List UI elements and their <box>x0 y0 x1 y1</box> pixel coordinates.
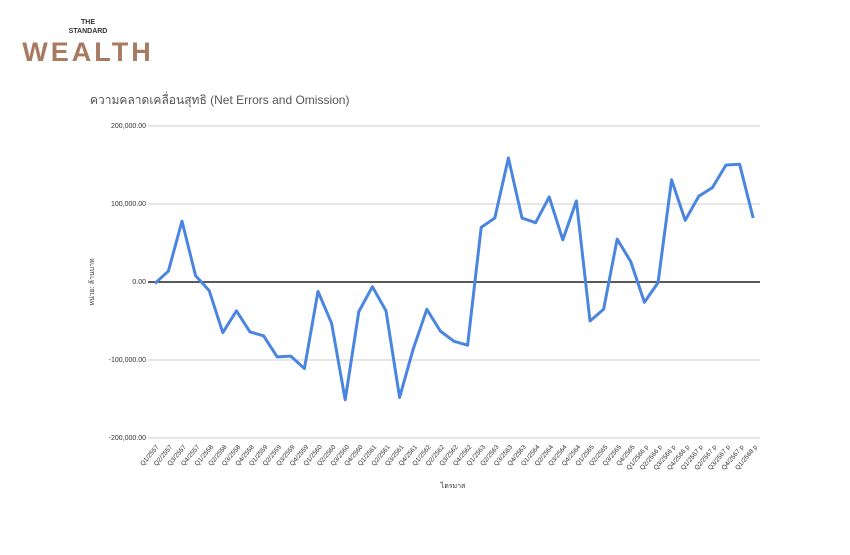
brand-line1: THE <box>81 19 95 26</box>
y-tick-label: -100,000.00 <box>109 357 146 364</box>
y-tick-label: 100,000.00 <box>111 201 146 208</box>
y-axis-label: หน่วย: ล้านบาท <box>88 258 96 306</box>
y-tick-label: 200,000.00 <box>111 123 146 130</box>
brand-name: WEALTH <box>22 37 153 67</box>
line-series <box>153 156 755 402</box>
brand-line2: STANDARD <box>69 28 108 35</box>
y-tick-label: 0.00 <box>132 279 146 286</box>
chart-title: ความคลาดเคลื่อนสุทธิ (Net Errors and Omi… <box>90 91 349 108</box>
x-axis-label: ไตรมาส <box>440 481 466 490</box>
y-tick-label: -200,000.00 <box>109 435 146 442</box>
